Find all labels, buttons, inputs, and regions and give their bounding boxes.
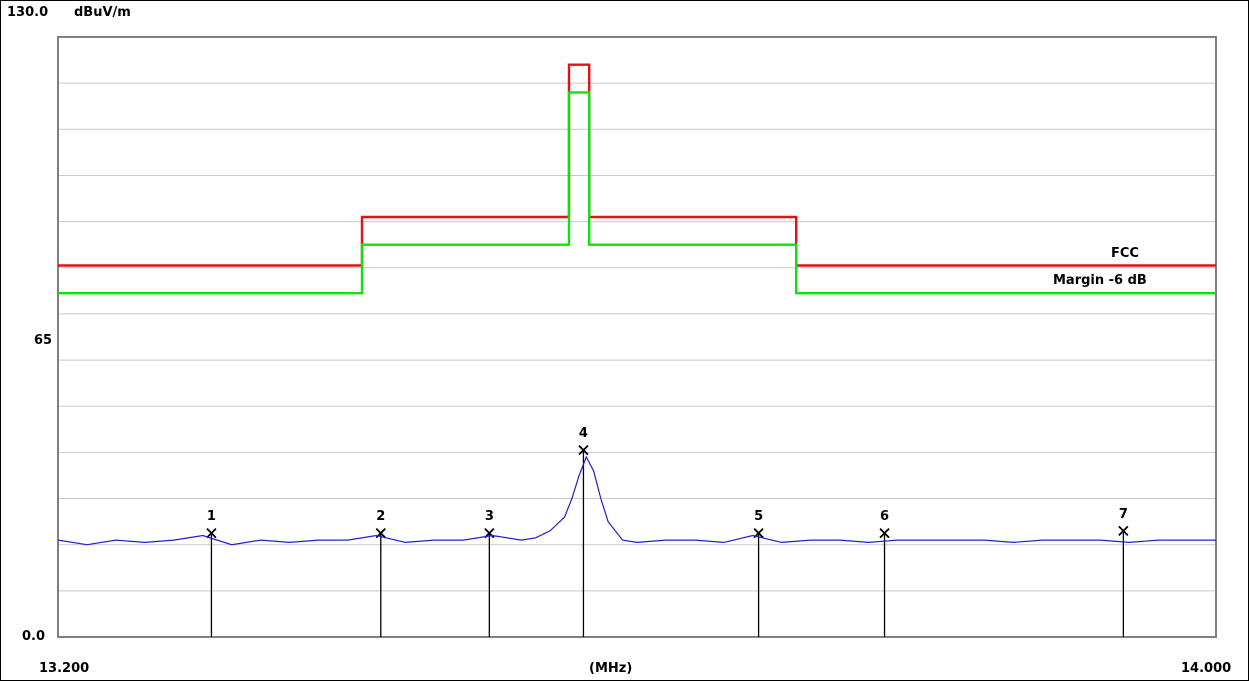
marker-x-icon [206, 528, 217, 539]
marker-label: 5 [754, 509, 763, 524]
y-unit-label: dBuV/m [74, 5, 131, 20]
marker-label: 3 [485, 509, 494, 524]
x-axis-label: (MHz) [589, 661, 632, 676]
marker-label: 1 [207, 509, 216, 524]
text-layer: 130.0 dBuV/m 65 0.0 13.200 (MHz) 14.000 … [7, 5, 1231, 676]
limit-layer [58, 63, 1216, 295]
marker-label: 2 [376, 509, 385, 524]
limit-line [58, 63, 1216, 267]
marker-x-icon [578, 444, 589, 456]
y-tick-label-mid: 65 [34, 333, 52, 348]
grid-layer [58, 82, 1216, 592]
marker-x-icon [879, 528, 890, 539]
marker-x-icon [1118, 525, 1129, 536]
y-tick-label-top: 130.0 [7, 5, 48, 20]
plot-area [57, 36, 1217, 638]
x-range-start-label: 13.200 [39, 661, 89, 676]
limit-line [58, 91, 1216, 295]
series-layer [57, 455, 1216, 546]
legend-margin: Margin -6 dB [1053, 273, 1147, 288]
y-tick-label-bottom: 0.0 [22, 629, 45, 644]
legend-fcc: FCC [1111, 246, 1139, 261]
marker-layer: 1 2 3 4 5 6 7 [206, 426, 1129, 637]
marker-label: 4 [579, 426, 588, 441]
x-range-end-label: 14.000 [1181, 661, 1231, 676]
marker-label: 7 [1119, 507, 1128, 522]
series-line [57, 455, 1216, 546]
marker-label: 6 [880, 509, 889, 524]
